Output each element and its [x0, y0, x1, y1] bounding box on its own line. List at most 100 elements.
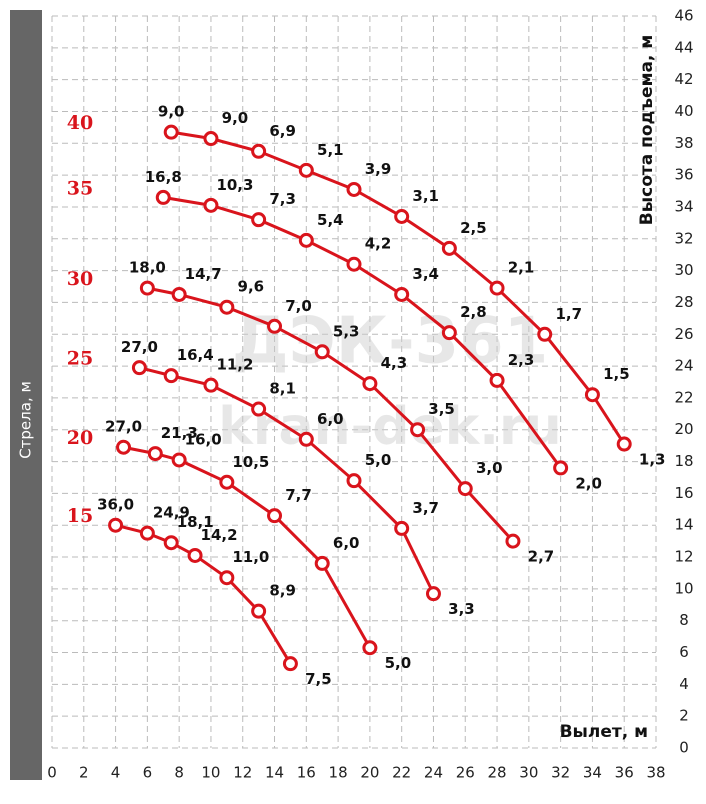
legend-label: 35 [67, 177, 93, 199]
y-tick-label: 30 [674, 261, 693, 279]
load-label: 16,0 [185, 430, 222, 448]
x-tick-label: 30 [519, 764, 538, 782]
load-label: 36,0 [97, 496, 134, 514]
load-label: 2,8 [460, 303, 487, 321]
load-label: 18,1 [177, 513, 214, 531]
point [616, 436, 632, 452]
point [251, 603, 267, 619]
point [267, 318, 283, 334]
point [171, 452, 187, 468]
x-tick-label: 20 [360, 764, 379, 782]
load-label: 1,7 [555, 305, 582, 323]
point [362, 376, 378, 392]
point [155, 189, 171, 205]
legend-label: 15 [67, 505, 93, 527]
point [394, 286, 410, 302]
point [346, 181, 362, 197]
y-tick-label: 14 [674, 516, 693, 534]
load-label: 7,5 [305, 670, 332, 688]
y-tick-label: 24 [674, 357, 693, 375]
point [362, 640, 378, 656]
point [441, 325, 457, 341]
x-tick-label: 14 [265, 764, 284, 782]
point [163, 368, 179, 384]
load-label: 5,0 [385, 654, 412, 672]
load-label: 24,9 [153, 504, 190, 522]
load-label: 3,5 [428, 400, 455, 418]
point [251, 401, 267, 417]
y-tick-label: 12 [674, 548, 693, 566]
point [537, 326, 553, 342]
load-label: 3,9 [365, 160, 392, 178]
point [394, 520, 410, 536]
point [489, 372, 505, 388]
x-tick-label: 22 [392, 764, 411, 782]
load-label: 16,4 [177, 346, 214, 364]
point [163, 535, 179, 551]
x-tick-label: 36 [615, 764, 634, 782]
point [219, 299, 235, 315]
point [314, 344, 330, 360]
y-tick-label: 28 [674, 293, 693, 311]
x-tick-label: 12 [233, 764, 252, 782]
x-tick-label: 16 [297, 764, 316, 782]
legend-label: 20 [67, 427, 93, 449]
point [251, 212, 267, 228]
point [314, 555, 330, 571]
point [410, 422, 426, 438]
load-label: 18,0 [129, 259, 166, 277]
point [505, 533, 521, 549]
load-label: 2,7 [528, 548, 555, 566]
y-tick-label: 16 [674, 484, 693, 502]
load-label: 6,0 [317, 410, 344, 428]
side-bar [10, 10, 42, 780]
load-label: 5,1 [317, 141, 344, 159]
load-label: 3,1 [412, 187, 439, 205]
point [187, 547, 203, 563]
load-label: 27,0 [121, 338, 158, 356]
y-tick-label: 46 [674, 7, 693, 25]
point [346, 473, 362, 489]
point [147, 446, 163, 462]
point [553, 460, 569, 476]
load-label: 14,2 [201, 526, 238, 544]
point [441, 240, 457, 256]
y-tick-label: 32 [674, 229, 693, 247]
point [298, 232, 314, 248]
y-axis-title: Высота подъема, м [637, 35, 657, 225]
x-axis-title: Вылет, м [560, 722, 648, 742]
grid [51, 15, 657, 749]
point [425, 586, 441, 602]
legend-label: 30 [67, 268, 93, 290]
point [171, 286, 187, 302]
load-label: 10,5 [232, 453, 269, 471]
point [267, 508, 283, 524]
point [282, 656, 298, 672]
y-tick-label: 0 [679, 739, 689, 757]
load-label: 6,0 [333, 534, 360, 552]
load-label: 2,0 [575, 474, 602, 492]
load-label: 7,7 [285, 486, 312, 504]
x-tick-label: 6 [143, 764, 153, 782]
load-label: 5,0 [365, 451, 392, 469]
x-tick-label: 2 [79, 764, 89, 782]
y-tick-label: 20 [674, 420, 693, 438]
load-label: 9,0 [158, 103, 185, 121]
load-label: 8,9 [269, 582, 296, 600]
point [139, 525, 155, 541]
point [251, 143, 267, 159]
load-label: 11,2 [216, 356, 253, 374]
point [108, 517, 124, 533]
watermark: ДЭК-361 [232, 305, 548, 379]
y-tick-label: 34 [674, 197, 693, 215]
x-tick-label: 24 [424, 764, 443, 782]
point [203, 377, 219, 393]
y-tick-label: 40 [674, 102, 693, 120]
load-label: 1,5 [603, 365, 630, 383]
load-label: 2,1 [508, 259, 535, 277]
legend-label: 40 [67, 112, 93, 134]
y-tick-label: 2 [679, 707, 689, 725]
y-tick-label: 6 [679, 643, 689, 661]
point [219, 570, 235, 586]
x-tick-label: 28 [488, 764, 507, 782]
